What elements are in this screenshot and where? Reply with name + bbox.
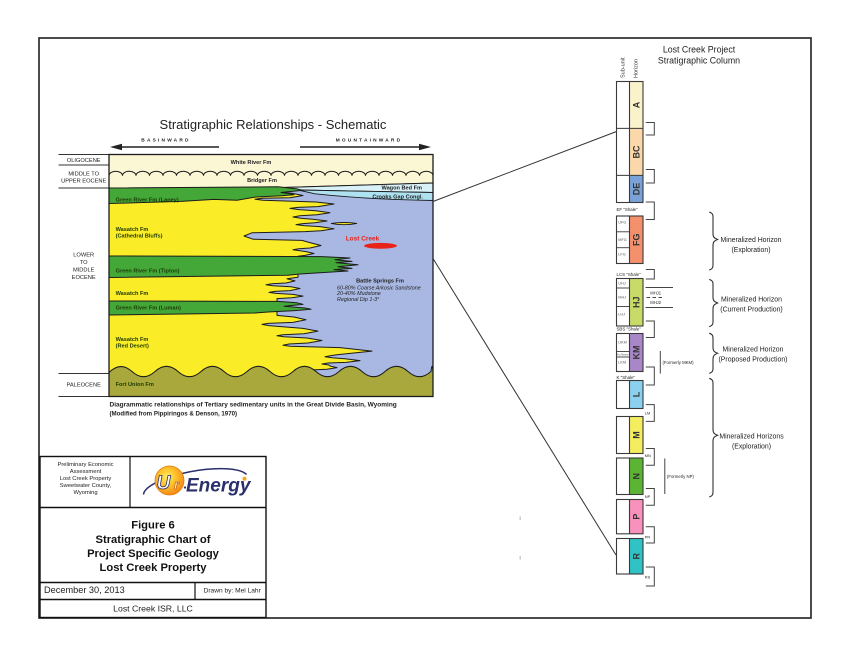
svg-text:U: U [157,473,172,494]
svg-text:Wagon Bed Fm: Wagon Bed Fm [382,185,423,191]
svg-text:UHJ: UHJ [618,282,625,286]
svg-text:Bridger Fm: Bridger Fm [247,178,277,184]
svg-text:r: r [174,477,180,492]
svg-text:BC: BC [631,145,641,158]
svg-text:Assessment: Assessment [70,469,102,475]
svg-text:DE: DE [631,183,641,196]
svg-text:Lost Creek Project: Lost Creek Project [663,45,736,55]
svg-text:UPPER EOCENE: UPPER EOCENE [61,178,106,184]
svg-text:(Formerly NP): (Formerly NP) [667,474,695,479]
svg-text:OLIGOCENE: OLIGOCENE [67,158,101,164]
svg-text:Battle Springs Fm: Battle Springs Fm [356,278,404,284]
svg-text:Lost Creek ISR, LLC: Lost Creek ISR, LLC [113,604,193,614]
svg-text:MIDDLE: MIDDLE [73,268,95,274]
svg-text:(Exploration): (Exploration) [732,444,771,451]
svg-text:Wyoming: Wyoming [73,490,97,496]
svg-text:Regional Dip 1-3°: Regional Dip 1-3° [337,297,380,303]
svg-text:Sub-unit: Sub-unit [621,57,627,78]
svg-text:MHJ2: MHJ2 [650,300,661,305]
svg-text:K "Shale": K "Shale" [617,375,636,380]
svg-text:Stratigraphic Chart of: Stratigraphic Chart of [96,534,211,546]
svg-text:L: L [631,391,641,397]
svg-text:(Proposed Production): (Proposed Production) [719,357,788,364]
svg-text:FG: FG [631,234,641,247]
svg-text:Wasatch Fm: Wasatch Fm [116,337,149,343]
svg-text:Stratigraphic Relationships -: Stratigraphic Relationships - Schematic [160,117,387,132]
svg-text:LOWER: LOWER [73,253,94,259]
svg-text:Drawn by: Mel Lahr: Drawn by: Mel Lahr [204,587,262,594]
svg-text:Mineralized Horizon: Mineralized Horizon [723,347,784,354]
svg-text:TO: TO [80,260,88,266]
svg-text:KM: KM [631,346,641,360]
svg-text:(Red Desert): (Red Desert) [116,343,149,349]
svg-text:N: N [631,473,641,480]
svg-text:RS: RS [645,575,651,580]
svg-text:Figure 6: Figure 6 [131,520,175,532]
svg-text:Lost Creek: Lost Creek [346,235,380,242]
svg-text:R: R [631,553,641,560]
svg-text:MFG: MFG [618,238,626,242]
svg-text:Horizon: Horizon [634,59,640,78]
svg-text:Sweetwater County,: Sweetwater County, [60,483,112,489]
svg-text:Lost Creek Property: Lost Creek Property [60,476,112,482]
svg-text:Fort Union Fm: Fort Union Fm [116,382,154,388]
svg-text:Energy: Energy [186,476,252,497]
svg-text:Project Specific Geology: Project Specific Geology [87,548,220,560]
svg-text:U: U [157,473,172,494]
svg-text:Mineralized Horizon: Mineralized Horizon [721,296,782,303]
svg-text:Mineralized Horizon: Mineralized Horizon [721,237,782,244]
svg-text:EOCENE: EOCENE [72,275,96,281]
svg-text:LFG: LFG [618,252,625,256]
svg-text:A: A [631,101,641,108]
svg-text:Green River Fm (Laney): Green River Fm (Laney) [116,197,179,203]
svg-text:P: P [631,514,641,520]
svg-text:MN: MN [645,453,651,458]
svg-text:60-80% Coarse Arkosic Sandston: 60-80% Coarse Arkosic Sandstone [337,285,421,291]
svg-text:LCS "Shale": LCS "Shale" [617,272,642,277]
svg-text:LHJ: LHJ [618,313,625,317]
svg-text:Stratigraphic Column: Stratigraphic Column [658,55,740,65]
svg-text:(Modified from Pippiringos & D: (Modified from Pippiringos & Denson, 197… [110,411,238,418]
svg-text:Preliminary Economic: Preliminary Economic [57,462,113,468]
svg-text:(Current Production): (Current Production) [720,306,782,313]
svg-text:(Cathedral Bluffs): (Cathedral Bluffs) [116,233,163,239]
svg-text:UKM: UKM [618,341,626,345]
svg-text:MHJ1: MHJ1 [650,291,661,296]
svg-text:M: M [631,431,641,439]
svg-text:White River Fm: White River Fm [231,160,272,166]
svg-text:EF "Shale": EF "Shale" [617,207,639,212]
svg-text:MHJ: MHJ [618,296,626,300]
svg-text:HJ: HJ [631,296,641,308]
svg-text:Wasatch Fm: Wasatch Fm [116,291,149,297]
svg-text:MIDDLE TO: MIDDLE TO [68,171,99,177]
svg-text:PALEOCENE: PALEOCENE [67,383,102,389]
svg-text:Green River Fm (Luman): Green River Fm (Luman) [116,306,181,312]
svg-text:NP: NP [645,494,651,499]
svg-text:20-40% Mudstone: 20-40% Mudstone [336,291,381,297]
svg-text:SBS "Shale": SBS "Shale" [617,327,642,332]
svg-text:Lost Creek Property: Lost Creek Property [100,562,208,574]
svg-text:UFG: UFG [618,220,626,224]
svg-text:Green River Fm (Tipton): Green River Fm (Tipton) [116,269,180,275]
svg-text:Mineralized Horizons: Mineralized Horizons [719,434,784,441]
svg-text:LM: LM [645,411,650,416]
svg-text:No Name: No Name [617,353,629,357]
svg-text:r: r [174,477,180,492]
svg-text:(Exploration): (Exploration) [731,247,770,254]
svg-text:BASINWARD: BASINWARD [141,138,190,144]
svg-text:(Formerly MKM): (Formerly MKM) [663,360,695,365]
svg-text:December 30, 2013: December 30, 2013 [44,585,125,595]
svg-text:PR: PR [645,534,651,539]
svg-text:Diagrammatic relationships of: Diagrammatic relationships of Tertiary s… [110,402,397,409]
svg-text:Wasatch Fm: Wasatch Fm [116,227,149,233]
svg-text:Crooks Gap Congl.: Crooks Gap Congl. [372,194,423,200]
svg-text:MOUNTAINWARD: MOUNTAINWARD [336,138,403,144]
svg-text:LKM: LKM [618,361,626,365]
